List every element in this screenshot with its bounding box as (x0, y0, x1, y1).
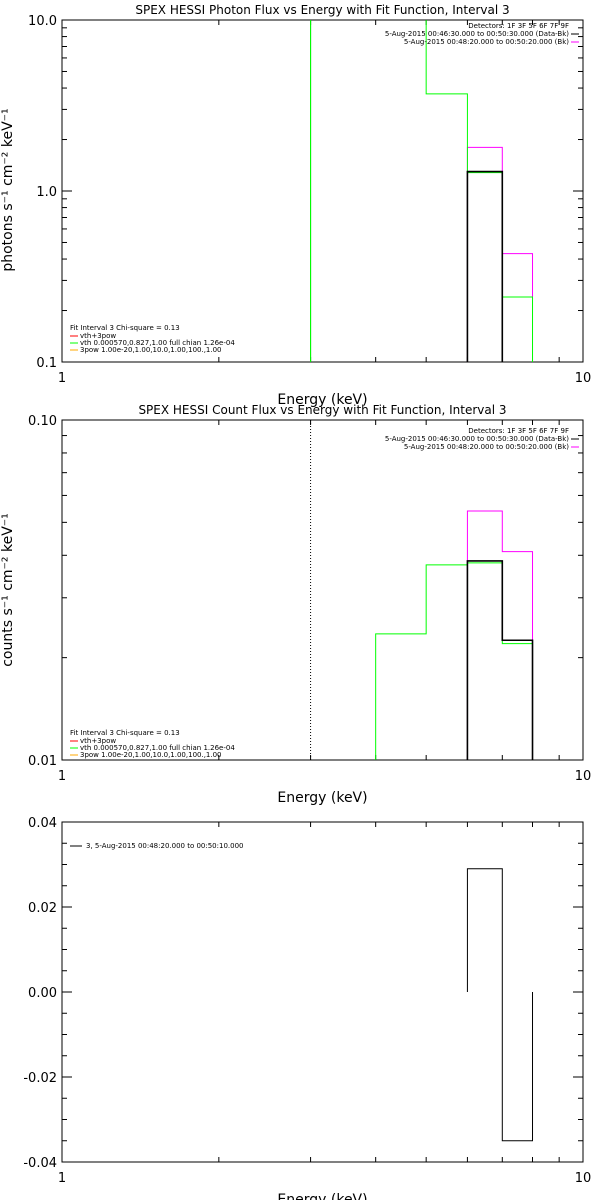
chart-panel-2: SPEX HESSI Count Flux vs Energy with Fit… (0, 403, 591, 806)
y-axis-label: photons s⁻¹ cm⁻² keV⁻¹ (0, 108, 16, 271)
y-tick-label: -0.02 (23, 1071, 57, 1086)
x-axis-label: Energy (keV) (277, 1192, 367, 1200)
plot-area (310, 420, 534, 760)
legend-item: 3, 5-Aug-2015 00:48:20.000 to 00:50:10.0… (86, 842, 244, 850)
x-tick-label: 10 (575, 769, 592, 784)
x-tick-label: 10 (575, 371, 592, 386)
legend-interval-2: 5-Aug-2015 00:48:20.000 to 00:50:20.000 … (404, 443, 569, 451)
legend-top-right: Detectors: 1F 3F 5F 6F 7F 9F5-Aug-2015 0… (385, 22, 579, 46)
series-residual-histogram (466, 868, 534, 1142)
plot-frame (61, 19, 584, 363)
series-data-histogram (466, 510, 534, 760)
x-tick-label: 1 (58, 769, 66, 784)
y-tick-label: 10.0 (28, 14, 57, 29)
series-data-histogram (466, 146, 534, 362)
legend-item: vth 0.000570,0.827,1.00 full chian 1.26e… (80, 744, 235, 752)
chart-title: SPEX HESSI Photon Flux vs Energy with Fi… (135, 3, 509, 17)
legend-detectors: Detectors: 1F 3F 5F 6F 7F 9F (468, 22, 569, 30)
series-model-histogram (375, 562, 534, 760)
legend-top-right: Detectors: 1F 3F 5F 6F 7F 9F5-Aug-2015 0… (385, 427, 579, 451)
chart-panel-1: SPEX HESSI Photon Flux vs Energy with Fi… (0, 3, 592, 408)
y-tick-label: 0.1 (36, 356, 57, 371)
chart-panel-3: 1 10 -0.04 -0.02 0.00 0.02 0.04 Energy (keV) 3, … (23, 816, 591, 1200)
y-tick-label: 0.04 (28, 816, 57, 831)
legend-interval-2: 5-Aug-2015 00:48:20.000 to 00:50:20.000 … (404, 38, 569, 46)
y-tick-label: 0.01 (28, 754, 57, 769)
y-tick-label: 0.00 (28, 986, 57, 1001)
y-tick-label: 0.10 (28, 414, 57, 429)
x-axis-label: Energy (keV) (277, 790, 367, 806)
legend-item: vth+3pow (80, 737, 116, 745)
x-tick-label: 10 (575, 1171, 592, 1186)
series-model-histogram (310, 20, 534, 362)
y-tick-label: 1.0 (36, 185, 57, 200)
legend-item: vth+3pow (80, 332, 116, 340)
legend-interval-1: 5-Aug-2015 00:46:30.000 to 00:50:30.000 … (385, 30, 569, 38)
series-fit-histogram (466, 170, 504, 362)
y-tick-label: 0.02 (28, 901, 57, 916)
legend-item: 3pow 1.00e-20,1.00,10.0,1.00,100.,1.00 (80, 751, 222, 759)
plot-area (310, 20, 534, 362)
y-tick-label: -0.04 (23, 1156, 57, 1171)
plot-frame (61, 419, 584, 761)
plot-area (466, 868, 534, 1142)
legend-item: 3pow 1.00e-20,1.00,10.0,1.00,100.,1.00 (80, 346, 222, 354)
legend-bottom-left: Fit Interval 3 Chi-square = 0.13vth+3pow… (70, 324, 235, 354)
x-tick-label: 1 (58, 371, 66, 386)
series-fit-histogram (466, 560, 534, 760)
legend-bottom-left: Fit Interval 3 Chi-square = 0.13vth+3pow… (70, 729, 235, 759)
x-tick-label: 1 (58, 1171, 66, 1186)
legend-residual: 3, 5-Aug-2015 00:48:20.000 to 00:50:10.0… (70, 842, 244, 850)
legend-fit-header: Fit Interval 3 Chi-square = 0.13 (70, 324, 180, 332)
y-axis-label: counts s⁻¹ cm⁻² keV⁻¹ (0, 513, 16, 667)
legend-fit-header: Fit Interval 3 Chi-square = 0.13 (70, 729, 180, 737)
legend-interval-1: 5-Aug-2015 00:46:30.000 to 00:50:30.000 … (385, 435, 569, 443)
legend-item: vth 0.000570,0.827,1.00 full chian 1.26e… (80, 339, 235, 347)
plot-frame (61, 821, 584, 1163)
chart-title: SPEX HESSI Count Flux vs Energy with Fit… (138, 403, 506, 417)
legend-detectors: Detectors: 1F 3F 5F 6F 7F 9F (468, 427, 569, 435)
x-axis-label: Energy (keV) (277, 392, 367, 408)
